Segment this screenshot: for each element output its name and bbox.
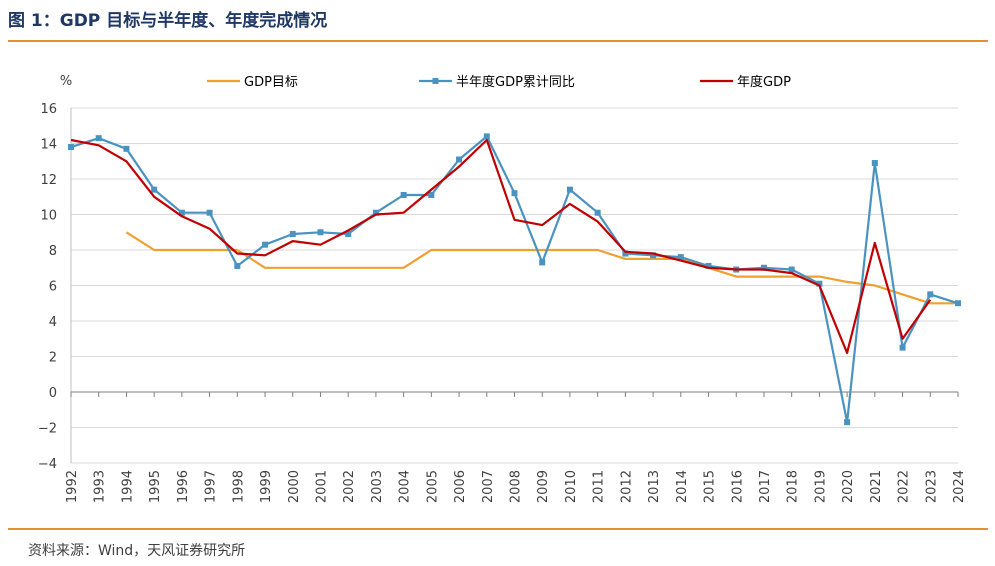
y-tick-label: 12 xyxy=(40,173,57,188)
x-tick-label: 2008 xyxy=(509,470,524,503)
source-note: 资料来源：Wind，天风证券研究所 xyxy=(28,543,246,559)
legend-marker xyxy=(432,78,439,84)
series-line-2 xyxy=(70,138,932,354)
data-point-marker xyxy=(123,145,130,152)
legend: GDP目标 半年度GDP累计同比 年度GDP xyxy=(207,74,791,90)
x-tick-label: 2006 xyxy=(453,470,468,503)
data-point-marker xyxy=(456,156,463,163)
y-tick-label: 10 xyxy=(40,209,57,224)
x-tick-label: 2011 xyxy=(592,470,607,503)
footer-rule xyxy=(8,528,988,530)
data-point-marker xyxy=(372,209,379,216)
x-tick-label: 2018 xyxy=(786,470,801,503)
x-tick-label: 2013 xyxy=(647,470,662,503)
x-tick-label: 2021 xyxy=(869,470,884,503)
x-tick-label: 2003 xyxy=(370,470,385,503)
data-point-marker xyxy=(899,344,906,351)
y-tick-label: 16 xyxy=(40,102,57,117)
legend-label: 半年度GDP累计同比 xyxy=(456,74,575,90)
x-tick-label: 1996 xyxy=(176,470,191,503)
data-point-marker xyxy=(400,191,407,198)
x-tick-label: 2020 xyxy=(841,470,856,503)
data-point-marker xyxy=(151,186,158,193)
axes: −4 −2 0 2 4 6 8 10 12 14 16% 1992 1993 1994 1995 1996 19… xyxy=(38,74,967,503)
x-tick-label: 2001 xyxy=(314,470,329,503)
data-point-marker xyxy=(95,135,102,142)
y-tick-label: −4 xyxy=(38,457,57,472)
data-point-marker xyxy=(428,191,435,198)
y-tick-label: 0 xyxy=(49,386,57,401)
series-line-0 xyxy=(125,231,958,305)
x-tick-label: 1993 xyxy=(93,470,108,503)
data-point-marker xyxy=(760,264,767,271)
data-point-marker xyxy=(289,231,296,238)
x-tick-label: 2017 xyxy=(758,470,773,503)
data-point-marker xyxy=(539,259,546,266)
y-tick-label: 2 xyxy=(49,351,57,366)
x-tick-label: 1998 xyxy=(231,470,246,503)
title-rule xyxy=(8,40,988,42)
data-point-marker xyxy=(594,209,601,216)
y-tick-label: 6 xyxy=(49,280,57,295)
x-tick-label: 2009 xyxy=(536,470,551,503)
x-tick-label: 1992 xyxy=(65,470,80,503)
x-tick-label: 2015 xyxy=(703,470,718,503)
x-tick-label: 2007 xyxy=(481,470,496,503)
x-tick-label: 2014 xyxy=(675,470,690,503)
data-point-marker xyxy=(677,254,684,261)
y-tick-label: 4 xyxy=(49,315,57,330)
data-point-marker xyxy=(927,291,934,298)
x-tick-label: 2023 xyxy=(924,470,939,503)
x-tick-label: 1994 xyxy=(120,470,135,503)
data-point-marker xyxy=(68,144,74,151)
data-point-marker xyxy=(511,190,518,197)
data-point-marker xyxy=(622,250,629,257)
data-point-marker xyxy=(345,231,352,238)
y-tick-label: 14 xyxy=(40,138,57,153)
data-point-marker xyxy=(178,209,185,216)
data-point-marker xyxy=(955,300,961,307)
y-axis-unit: % xyxy=(60,74,72,89)
data-point-marker xyxy=(816,280,823,287)
grid-lines xyxy=(71,107,958,464)
x-tick-label: 2016 xyxy=(730,470,745,503)
data-point-marker xyxy=(871,160,878,167)
data-point-marker xyxy=(566,186,573,193)
y-tick-label: −2 xyxy=(38,422,57,437)
x-tick-label: 1999 xyxy=(259,470,274,503)
legend-label: 年度GDP xyxy=(737,74,791,90)
data-point-marker xyxy=(483,133,490,140)
data-point-marker xyxy=(650,252,657,259)
x-tick-label: 2019 xyxy=(813,470,828,503)
data-point-marker xyxy=(262,241,269,248)
x-tick-label: 2000 xyxy=(287,470,302,503)
data-point-marker xyxy=(317,229,324,236)
x-tick-label: 2005 xyxy=(425,470,440,503)
x-tick-label: 2004 xyxy=(398,470,413,503)
x-tick-label: 1995 xyxy=(148,470,163,503)
x-tick-label: 2024 xyxy=(952,470,967,503)
x-tick-label: 2010 xyxy=(564,470,579,503)
data-point-marker xyxy=(234,262,241,269)
y-tick-label: 8 xyxy=(49,244,57,259)
data-point-marker xyxy=(788,266,795,273)
x-tick-label: 2022 xyxy=(897,470,912,503)
data-point-marker xyxy=(844,419,851,426)
x-tick-label: 1997 xyxy=(204,470,219,503)
x-tick-label: 2002 xyxy=(342,470,357,503)
data-point-marker xyxy=(705,262,712,269)
legend-label: GDP目标 xyxy=(244,75,298,90)
data-point-marker xyxy=(206,209,213,216)
x-tick-label: 2012 xyxy=(619,470,634,503)
figure-title: 图 1：GDP 目标与半年度、年度完成情况 xyxy=(8,11,328,31)
series-lines xyxy=(68,133,961,426)
